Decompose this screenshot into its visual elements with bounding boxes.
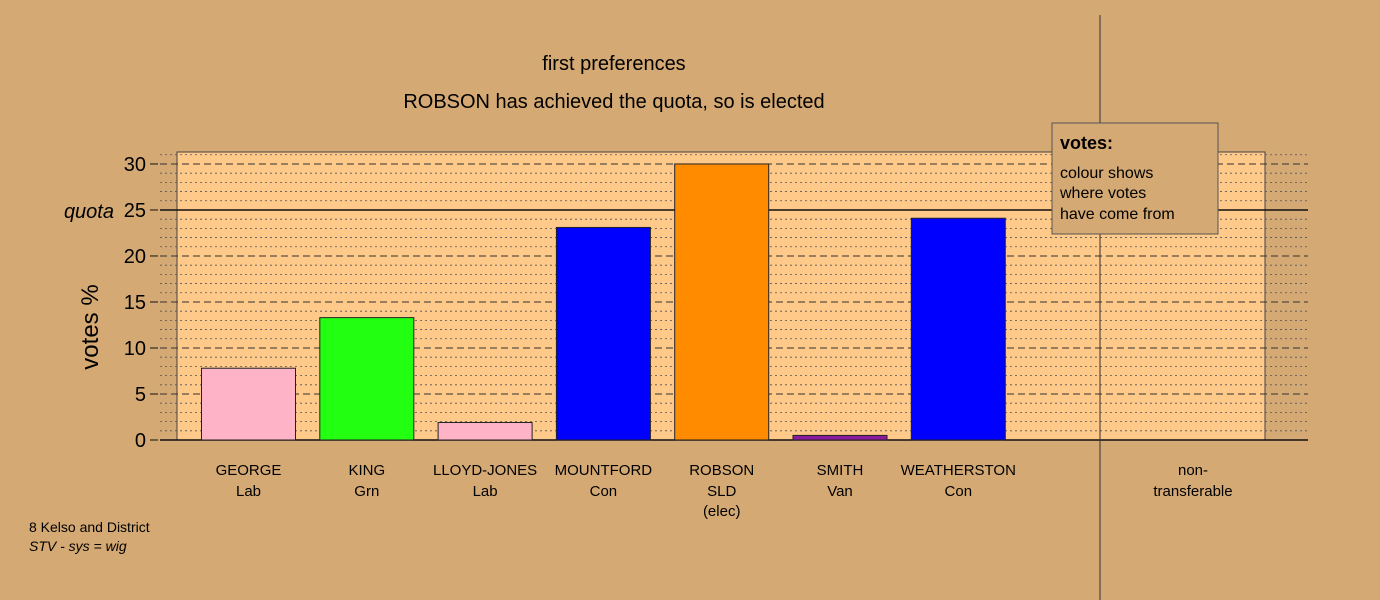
bar-lloyd-jones [437,422,533,441]
bars [201,163,1006,441]
nontransferable-label-1: non- [1178,462,1208,479]
x-label-note: (elec) [703,503,741,520]
x-label-party: Grn [354,483,379,500]
legend-title: votes: [1060,133,1113,153]
x-label-name: WEATHERSTON [901,462,1016,479]
x-label-name: LLOYD-JONES [433,462,537,479]
bar-mountford [555,226,651,441]
bar-george [201,367,296,441]
quota-label: quota [64,201,114,223]
legend-line-2: where votes [1059,185,1146,202]
y-tick-label: 5 [135,384,146,406]
x-label-name: KING [348,462,385,479]
y-tick-label: 15 [124,292,146,314]
footer-line-1: 8 Kelso and District [29,519,150,535]
x-label-name: MOUNTFORD [555,462,653,479]
x-label-party: Con [945,483,973,500]
x-label-party: Lab [473,483,498,500]
chart-title: first preferences [542,53,685,75]
bar-smith [792,434,888,441]
x-label-name: SMITH [817,462,864,479]
y-tick-label: 10 [124,338,146,360]
y-tick-label: 25 [124,200,146,222]
x-label-party: Van [827,483,853,500]
y-tick-label: 0 [135,430,146,452]
x-label-party: SLD [707,483,736,500]
y-tick-label: 30 [124,154,146,176]
chart-subtitle: ROBSON has achieved the quota, so is ele… [403,91,824,113]
y-axis-label: votes % [77,284,104,369]
legend-line-3: have come from [1060,206,1175,223]
bar-robson [674,163,770,441]
footer-line-2: STV - sys = wig [29,538,127,554]
bar-king [319,317,415,441]
x-label-name: GEORGE [216,462,282,479]
bar-weatherston [910,217,1006,441]
x-labels: GEORGE Lab KING Grn LLOYD-JONES Lab MOUNTFORD C… [216,462,1016,520]
nontransferable-label-2: transferable [1153,483,1232,500]
y-axis: 0 5 10 15 20 25 30 [124,154,158,452]
x-label-name: ROBSON [689,462,754,479]
legend-box [1051,122,1219,235]
x-label-party: Lab [236,483,261,500]
legend: votes: colour shows where votes have com… [1051,122,1219,235]
legend-line-1: colour shows [1060,165,1153,182]
x-label-party: Con [590,483,618,500]
y-tick-label: 20 [124,246,146,268]
